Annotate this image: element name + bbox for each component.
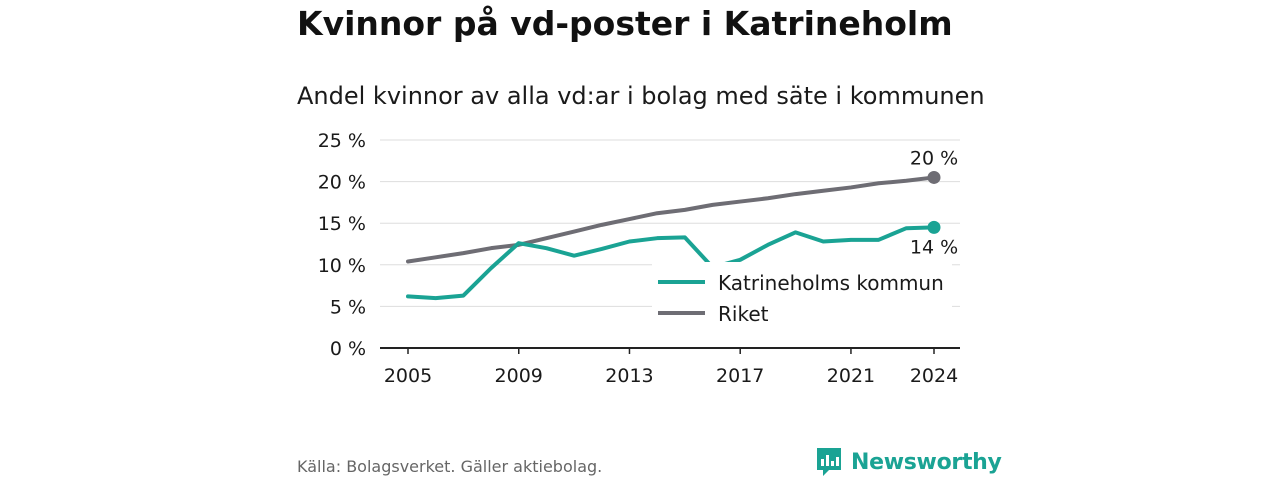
chart-subtitle: Andel kvinnor av alla vd:ar i bolag med …: [297, 82, 985, 110]
x-axis-ticks: 2005 2009 2013 2017 2021 2024: [384, 348, 958, 387]
legend: Katrineholms kommun Riket: [652, 262, 952, 332]
end-labels: 20 % 14 %: [910, 147, 958, 258]
series-lines: [406, 170, 941, 301]
x-tick-label: 2009: [495, 365, 543, 387]
brand-logo: Newsworthy: [815, 446, 1002, 478]
x-tick-label: 2005: [384, 365, 432, 387]
series-line-riket: [406, 175, 936, 264]
line-chart: 0 %5 %10 %15 %20 %25 % 2005 2009 2013 2017 2…: [318, 130, 960, 387]
end-point-riket: [927, 170, 941, 184]
series-line-katrineholm: [406, 225, 936, 301]
brand-name: Newsworthy: [851, 449, 1002, 475]
legend-background: [652, 262, 952, 332]
y-tick-label: 15 %: [318, 213, 366, 235]
y-tick-label: 25 %: [318, 130, 366, 152]
y-axis-ticks: 0 % 5 % 10 % 15 % 20 % 25 %: [318, 130, 366, 360]
x-tick-label: 2013: [605, 365, 653, 387]
y-tick-label: 0 %: [330, 338, 366, 360]
legend-label-katrineholm: Katrineholms kommun: [718, 271, 944, 295]
y-tick-label: 5 %: [330, 296, 366, 318]
end-point-katrineholm: [927, 220, 941, 234]
source-note: Källa: Bolagsverket. Gäller aktiebolag.: [297, 457, 603, 476]
y-tick-label: 20 %: [318, 172, 366, 194]
chart-title: Kvinnor på vd-poster i Katrineholm: [297, 4, 953, 43]
legend-label-riket: Riket: [718, 302, 769, 326]
x-tick-label: 2017: [716, 365, 764, 387]
y-tick-label: 10 %: [318, 255, 366, 277]
end-label-katrineholm: 14 %: [910, 236, 958, 258]
x-tick-label: 2021: [827, 365, 875, 387]
x-tick-label: 2024: [910, 365, 958, 387]
newsworthy-logo-icon: [817, 448, 841, 476]
end-label-riket: 20 %: [910, 147, 958, 169]
